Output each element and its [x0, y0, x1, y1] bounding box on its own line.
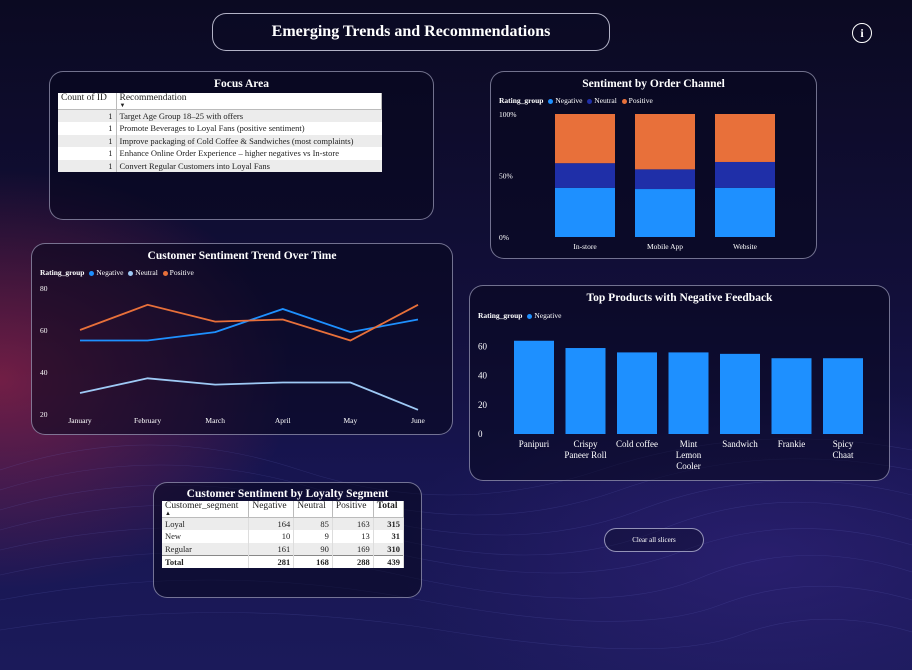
column-header-recommendation[interactable]: Recommendation ▼ [116, 93, 382, 110]
sort-asc-icon: ▲ [165, 511, 171, 517]
column-header-positive[interactable]: Positive [332, 501, 374, 518]
bar-segment-neutral [715, 161, 775, 188]
table-row[interactable]: New 10 9 13 31 [162, 530, 405, 543]
loyalty-table: Customer_segment ▲ Negative Neutral Posit… [162, 501, 405, 568]
bar-segment-neutral [635, 169, 695, 190]
channel-chart: 0% 50% 100% In-store Mobile App Website [499, 110, 775, 251]
channel-legend: Rating_group Negative Neutral Positive [499, 96, 653, 105]
x-tick-label: June [411, 416, 425, 425]
y-tick-label: 0 [478, 429, 483, 439]
table-row[interactable]: 1 Target Age Group 18–25 with offers [58, 109, 382, 122]
x-tick-label: Chaat [833, 450, 854, 460]
x-tick-label: Mint [680, 439, 698, 449]
bar-negative [823, 358, 863, 434]
y-tick-label: 80 [40, 284, 48, 293]
x-tick-label: Mobile App [647, 242, 683, 251]
loyalty-title: Customer Sentiment by Loyalty Segment [186, 488, 389, 500]
table-row[interactable]: 1 Enhance Online Order Experience – highe… [58, 147, 382, 160]
table-row[interactable]: Regular 161 90 169 310 [162, 542, 405, 555]
bar-negative [565, 348, 606, 434]
x-tick-label: Website [733, 242, 758, 251]
bar-segment-negative [635, 189, 695, 237]
table-row[interactable]: 1 Convert Regular Customers into Loyal Fa… [58, 159, 382, 172]
page-title: Emerging Trends and Recommendations [212, 13, 610, 51]
channel-chart-panel: Sentiment by Order Channel Rating_group … [490, 71, 817, 259]
clear-all-slicers-button[interactable]: Clear all slicers [604, 528, 704, 552]
table-row[interactable]: Loyal 164 85 163 315 [162, 517, 405, 530]
bar-segment-negative [715, 187, 775, 237]
y-tick-label: 50% [499, 172, 513, 181]
bar-segment-neutral [555, 163, 615, 188]
x-tick-label: Cooler [676, 461, 701, 471]
x-tick-label: February [134, 416, 161, 425]
x-tick-label: Paneer Roll [564, 450, 607, 460]
bar-segment-positive [635, 114, 695, 170]
bar-negative [617, 352, 657, 434]
bar-negative [771, 358, 812, 434]
y-tick-label: 60 [478, 342, 488, 352]
info-icon[interactable]: i [852, 23, 872, 43]
column-header-negative[interactable]: Negative [248, 501, 295, 518]
x-tick-label: Lemon [676, 450, 702, 460]
bar-segment-positive [715, 114, 775, 162]
y-tick-label: 40 [40, 368, 48, 377]
focus-area-table: Count of ID Recommendation ▼ 1 Target Age … [58, 93, 382, 172]
x-tick-label: In-store [573, 242, 597, 251]
x-tick-label: Cold coffee [616, 439, 658, 449]
series-line-neutral [79, 377, 419, 411]
x-tick-label: Spicy [833, 439, 854, 449]
column-header-neutral[interactable]: Neutral [293, 501, 333, 518]
column-header-total[interactable]: Total [373, 501, 405, 518]
x-tick-label: Sandwich [722, 439, 758, 449]
table-total-row[interactable]: Total 281 168 288 439 [162, 554, 405, 568]
bar-segment-negative [555, 187, 615, 237]
x-tick-label: May [344, 416, 358, 425]
series-line-negative [80, 308, 419, 342]
x-tick-label: Frankie [778, 439, 806, 449]
trend-chart-panel: Customer Sentiment Trend Over Time Ratin… [31, 243, 453, 435]
bar-negative [514, 340, 554, 434]
series-line-positive [79, 303, 419, 342]
focus-area-title: Focus Area [213, 78, 270, 90]
products-chart-title: Top Products with Negative Feedback [586, 292, 773, 304]
column-header-count[interactable]: Count of ID [58, 93, 117, 110]
column-header-segment[interactable]: Customer_segment ▲ [162, 501, 250, 518]
products-chart-panel: Top Products with Negative Feedback Rati… [469, 285, 890, 481]
table-row[interactable]: 1 Promote Beverages to Loyal Fans (positi… [58, 122, 382, 135]
y-tick-label: 20 [478, 400, 488, 410]
trend-legend: Rating_group Negative Neutral Positive [40, 268, 194, 277]
y-tick-label: 0% [499, 233, 509, 242]
channel-chart-title: Sentiment by Order Channel [582, 78, 725, 90]
x-tick-label: January [68, 416, 92, 425]
trend-chart-title: Customer Sentiment Trend Over Time [147, 250, 337, 262]
bar-negative [668, 352, 709, 434]
y-tick-label: 60 [40, 326, 48, 335]
products-legend: Rating_group Negative [478, 311, 562, 320]
x-tick-label: April [275, 416, 291, 425]
sort-desc-icon: ▼ [119, 103, 126, 109]
bar-segment-positive [555, 114, 615, 164]
trend-chart: 20 40 60 80 January February March April May June [40, 284, 426, 425]
x-tick-label: March [205, 416, 225, 425]
y-tick-label: 100% [499, 110, 517, 119]
bar-negative [720, 353, 760, 434]
x-tick-label: Crispy [573, 439, 598, 449]
table-row[interactable]: 1 Improve packaging of Cold Coffee & Sand… [58, 134, 382, 147]
y-tick-label: 20 [40, 410, 48, 419]
y-tick-label: 40 [478, 371, 488, 381]
x-tick-label: Panipuri [519, 439, 550, 449]
